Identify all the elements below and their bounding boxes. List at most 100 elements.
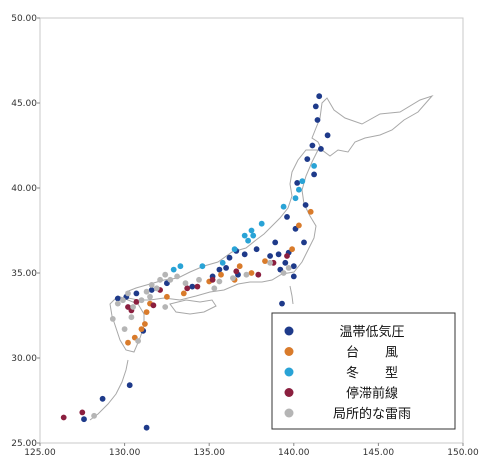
data-point-series-1 [307,208,314,215]
legend-label: 停滞前線 [346,386,398,402]
data-point-series-4 [162,304,169,310]
x-tick-label: 145.00 [363,448,395,457]
y-tick-label: 50.00 [11,14,37,24]
data-point-series-2 [219,259,226,266]
y-tick-label: 45.00 [11,99,37,109]
data-point-series-1 [180,290,187,297]
data-point-series-4 [109,316,116,322]
data-point-series-0 [223,265,230,271]
x-tick-label: 125.00 [24,448,56,457]
data-point-series-2 [170,266,177,273]
data-point-series-0 [312,103,319,110]
data-point-series-4 [135,338,142,344]
data-points [60,93,331,431]
data-point-series-2 [292,195,299,202]
data-point-series-0 [133,290,140,297]
y-tick-label: 30.00 [11,354,37,364]
data-point-series-3 [194,283,201,290]
data-point-series-2 [245,237,252,244]
data-point-series-4 [285,265,292,271]
data-point-series-4 [138,297,145,304]
data-point-series-2 [250,232,257,239]
data-point-series-0 [314,117,321,123]
data-point-series-1 [142,321,148,327]
data-point-series-2 [258,220,265,227]
legend-marker [284,388,294,397]
data-point-series-4 [125,290,131,297]
data-point-series-3 [233,268,240,275]
data-point-series-0 [318,146,324,152]
data-point-series-1 [164,293,170,300]
data-point-series-0 [241,251,248,258]
legend-marker [284,367,294,377]
data-point-series-0 [311,171,317,178]
data-point-series-4 [143,288,150,295]
data-point-series-2 [231,246,238,253]
legend-marker [284,408,294,418]
data-point-series-4 [167,276,174,283]
data-point-series-4 [267,259,273,266]
data-point-series-0 [189,283,196,290]
legend-marker [284,326,294,336]
data-point-series-1 [248,270,255,276]
data-point-series-4 [114,300,121,307]
data-point-series-2 [241,232,248,239]
data-point-series-4 [230,275,236,281]
data-point-series-1 [236,263,243,270]
x-tick-label: 150.00 [447,448,479,457]
data-point-series-3 [284,253,290,259]
data-point-series-2 [177,263,184,270]
data-point-series-2 [248,227,255,234]
data-point-series-4 [243,271,250,278]
data-point-series-1 [143,309,150,315]
data-point-series-4 [162,271,169,278]
data-point-series-0 [282,259,289,266]
data-point-series-3 [60,414,67,421]
data-point-series-3 [209,276,216,283]
data-point-series-4 [128,314,135,321]
data-point-series-0 [114,295,121,302]
data-point-series-0 [81,416,87,423]
data-point-series-2 [299,178,306,185]
x-tick-label: 135.00 [193,448,225,457]
data-point-series-0 [279,300,285,307]
data-point-series-0 [324,132,331,139]
x-tick-label: 140.00 [278,448,310,457]
data-point-series-4 [157,276,164,283]
y-tick-label: 40.00 [11,184,37,194]
y-tick-label: 25.00 [11,439,37,449]
data-point-series-3 [255,271,262,278]
data-point-series-4 [216,278,223,285]
data-point-series-4 [91,412,97,419]
y-tick-label: 35.00 [11,269,37,279]
data-point-series-0 [148,287,155,293]
data-point-series-0 [284,214,290,220]
data-point-series-1 [262,258,268,264]
data-point-series-0 [316,93,323,100]
data-point-series-0 [143,424,150,431]
data-point-series-0 [275,251,282,258]
data-point-series-4 [196,276,202,283]
data-point-series-0 [126,382,133,389]
data-point-series-1 [289,246,295,253]
data-point-series-1 [296,222,302,229]
legend-marker [284,347,294,356]
data-point-series-2 [311,163,317,169]
data-point-series-4 [147,293,153,300]
legend-label: 台 風 [346,346,398,361]
data-point-series-0 [272,239,279,246]
legend-label: 温帯低気圧 [339,324,404,340]
x-tick-label: 130.00 [109,448,141,457]
data-point-series-2 [199,263,206,270]
data-point-series-0 [216,266,223,273]
data-point-series-3 [150,302,157,309]
data-point-series-0 [226,254,233,261]
data-point-series-0 [290,263,297,270]
data-point-series-3 [79,409,86,416]
data-point-series-0 [253,246,260,253]
data-point-series-4 [174,273,181,280]
data-point-series-4 [148,282,155,288]
data-point-series-4 [182,280,189,287]
